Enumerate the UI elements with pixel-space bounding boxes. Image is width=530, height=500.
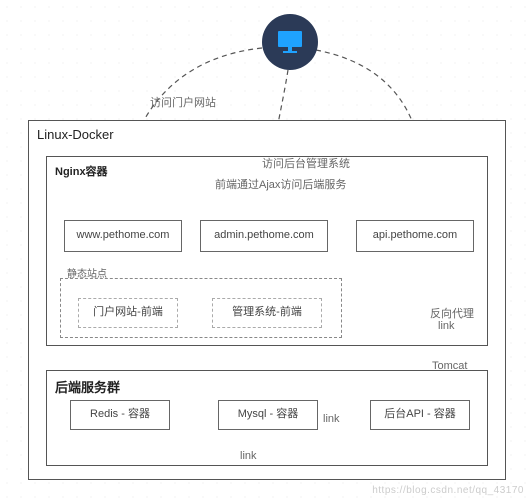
node-mysql-label: Mysql - 容器 (238, 408, 299, 421)
node-api-label: api.pethome.com (373, 229, 457, 242)
label-link-api-mysql: link (323, 413, 340, 425)
label-visit-portal: 访问门户网站 (150, 94, 216, 110)
node-redis: Redis - 容器 (70, 400, 170, 430)
node-www: www.pethome.com (64, 220, 182, 252)
node-admin-frontend: 管理系统-前端 (212, 298, 322, 328)
node-portal-frontend: 门户网站-前端 (78, 298, 178, 328)
node-admin-frontend-label: 管理系统-前端 (232, 306, 302, 319)
label-reverse-proxy: 反向代理 (430, 305, 474, 321)
node-admin: admin.pethome.com (200, 220, 328, 252)
label-proxy-link: link (438, 320, 455, 332)
node-mysql: Mysql - 容器 (218, 400, 318, 430)
node-redis-label: Redis - 容器 (90, 408, 150, 421)
node-api: api.pethome.com (356, 220, 474, 252)
label-ajax: 前端通过Ajax访问后端服务 (215, 176, 346, 192)
label-visit-admin: 访问后台管理系统 (262, 155, 350, 171)
node-www-label: www.pethome.com (77, 229, 170, 242)
node-portal-frontend-label: 门户网站-前端 (93, 306, 163, 319)
node-api-container: 后台API - 容器 (370, 400, 470, 430)
node-api-container-label: 后台API - 容器 (384, 408, 456, 421)
container-nginx-title: Nginx容器 (55, 163, 108, 179)
container-linux-title: Linux-Docker (37, 127, 114, 142)
container-static-title: 静态站点 (67, 265, 107, 280)
node-admin-label: admin.pethome.com (214, 229, 314, 242)
label-link-redis: link (240, 450, 257, 462)
watermark: https://blog.csdn.net/qq_43170 (372, 485, 524, 496)
container-backend-title: 后端服务群 (55, 377, 120, 396)
label-tomcat: Tomcat (432, 360, 467, 372)
